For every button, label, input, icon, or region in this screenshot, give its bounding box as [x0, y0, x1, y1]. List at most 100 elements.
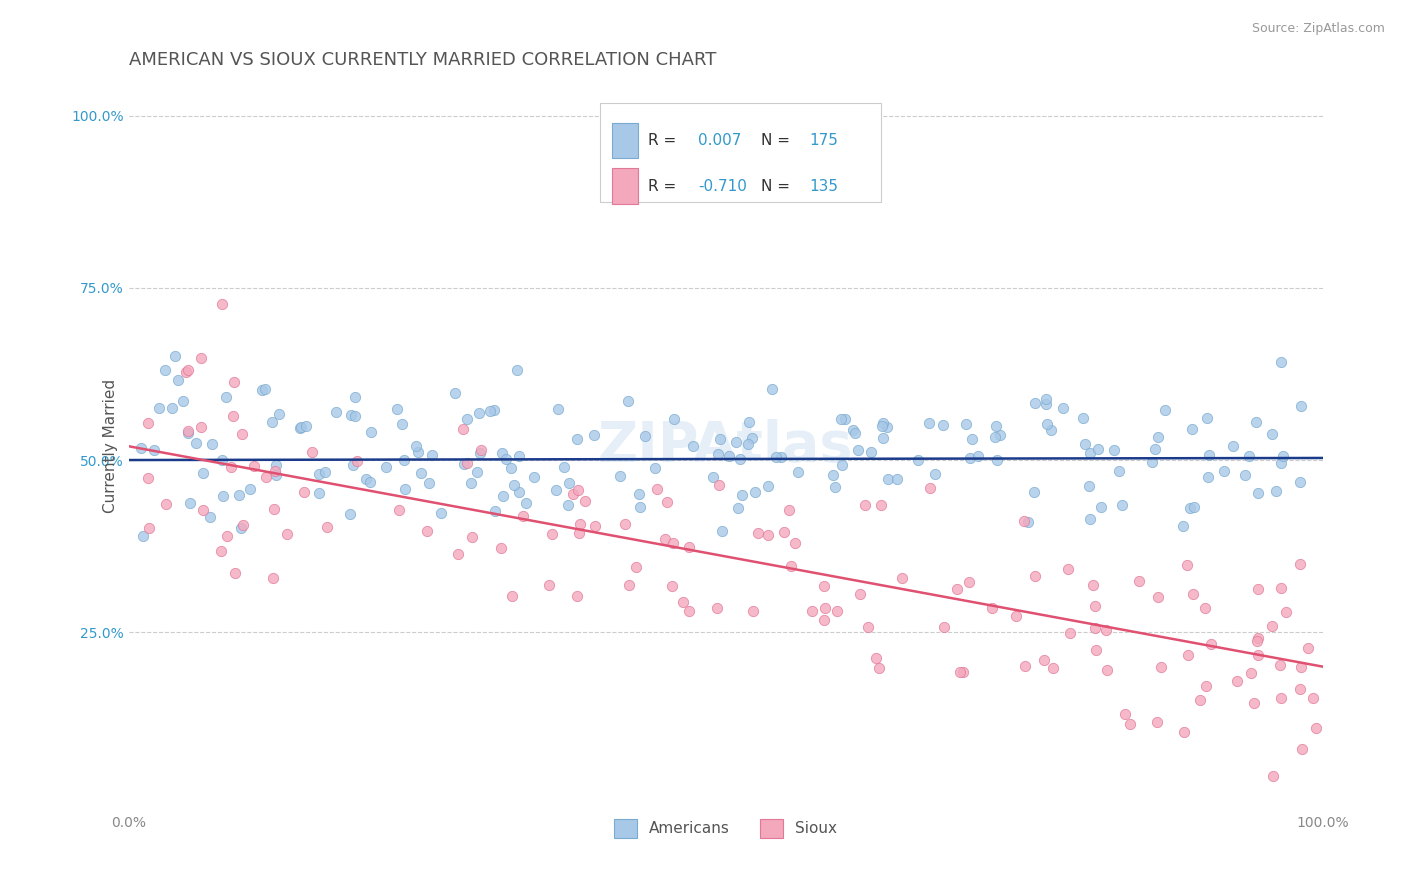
- Point: [876, 420, 898, 434]
- Point: [308, 486, 330, 500]
- Point: [356, 472, 378, 486]
- Point: [211, 297, 233, 311]
- Point: [1240, 666, 1263, 681]
- Point: [848, 586, 870, 600]
- Point: [301, 445, 323, 459]
- Point: [266, 458, 288, 472]
- Point: [232, 518, 254, 533]
- Point: [756, 528, 779, 542]
- Point: [260, 416, 283, 430]
- Point: [825, 604, 848, 618]
- Point: [773, 524, 796, 539]
- Point: [567, 483, 589, 497]
- Point: [1177, 648, 1199, 662]
- Point: [143, 443, 166, 458]
- Point: [136, 416, 159, 430]
- Point: [1275, 605, 1298, 619]
- Point: [949, 665, 972, 679]
- Point: [557, 499, 579, 513]
- Point: [707, 447, 730, 461]
- Point: [824, 480, 846, 494]
- Point: [409, 466, 432, 480]
- Point: [501, 589, 523, 603]
- Point: [628, 500, 651, 515]
- Point: [830, 412, 852, 426]
- Point: [1084, 621, 1107, 635]
- Point: [456, 456, 478, 470]
- Point: [932, 418, 955, 433]
- Point: [644, 461, 666, 475]
- Point: [447, 547, 470, 561]
- Point: [1150, 659, 1173, 673]
- Point: [613, 517, 636, 532]
- Point: [756, 479, 779, 493]
- Point: [219, 459, 242, 474]
- Point: [1059, 626, 1081, 640]
- Point: [360, 425, 382, 439]
- Point: [1291, 742, 1313, 756]
- Point: [1181, 422, 1204, 436]
- Point: [1057, 562, 1080, 576]
- Point: [253, 382, 276, 396]
- Text: N =: N =: [762, 178, 796, 194]
- Point: [717, 450, 740, 464]
- Point: [1198, 448, 1220, 462]
- Point: [1173, 724, 1195, 739]
- Point: [765, 450, 787, 464]
- Point: [547, 401, 569, 416]
- Point: [391, 417, 413, 432]
- Point: [711, 524, 734, 538]
- Point: [628, 487, 651, 501]
- Point: [222, 375, 245, 389]
- Point: [1022, 485, 1045, 500]
- Point: [315, 520, 337, 534]
- Point: [724, 435, 747, 450]
- Point: [1302, 691, 1324, 706]
- Point: [860, 445, 883, 459]
- Point: [295, 419, 318, 434]
- Point: [468, 446, 491, 460]
- Point: [512, 508, 534, 523]
- Text: 175: 175: [810, 133, 838, 148]
- Point: [405, 439, 427, 453]
- Text: Source: ZipAtlas.com: Source: ZipAtlas.com: [1251, 22, 1385, 36]
- FancyBboxPatch shape: [600, 103, 880, 202]
- Point: [1087, 442, 1109, 456]
- Point: [1226, 673, 1249, 688]
- Point: [853, 498, 876, 512]
- Point: [374, 460, 396, 475]
- Point: [461, 530, 484, 544]
- Point: [856, 620, 879, 634]
- Point: [870, 418, 893, 433]
- Point: [1146, 714, 1168, 729]
- Point: [243, 458, 266, 473]
- Point: [177, 425, 200, 440]
- Point: [1014, 659, 1036, 673]
- Point: [264, 468, 287, 483]
- Point: [502, 477, 524, 491]
- Point: [344, 390, 367, 404]
- Point: [505, 363, 527, 377]
- Point: [1111, 498, 1133, 512]
- Point: [1140, 455, 1163, 469]
- Point: [148, 401, 170, 416]
- Point: [672, 595, 695, 609]
- Point: [1182, 500, 1205, 514]
- Point: [709, 432, 731, 446]
- Point: [568, 517, 591, 532]
- Point: [583, 519, 606, 533]
- Point: [778, 503, 800, 517]
- Bar: [612, 169, 638, 203]
- Point: [456, 412, 478, 426]
- Point: [959, 450, 981, 465]
- Point: [787, 465, 810, 479]
- Point: [342, 458, 364, 472]
- Point: [702, 469, 724, 483]
- Point: [406, 444, 429, 458]
- Point: [1173, 519, 1195, 533]
- Point: [678, 540, 700, 554]
- Point: [682, 438, 704, 452]
- Point: [508, 484, 530, 499]
- Point: [165, 350, 187, 364]
- Point: [1270, 355, 1292, 369]
